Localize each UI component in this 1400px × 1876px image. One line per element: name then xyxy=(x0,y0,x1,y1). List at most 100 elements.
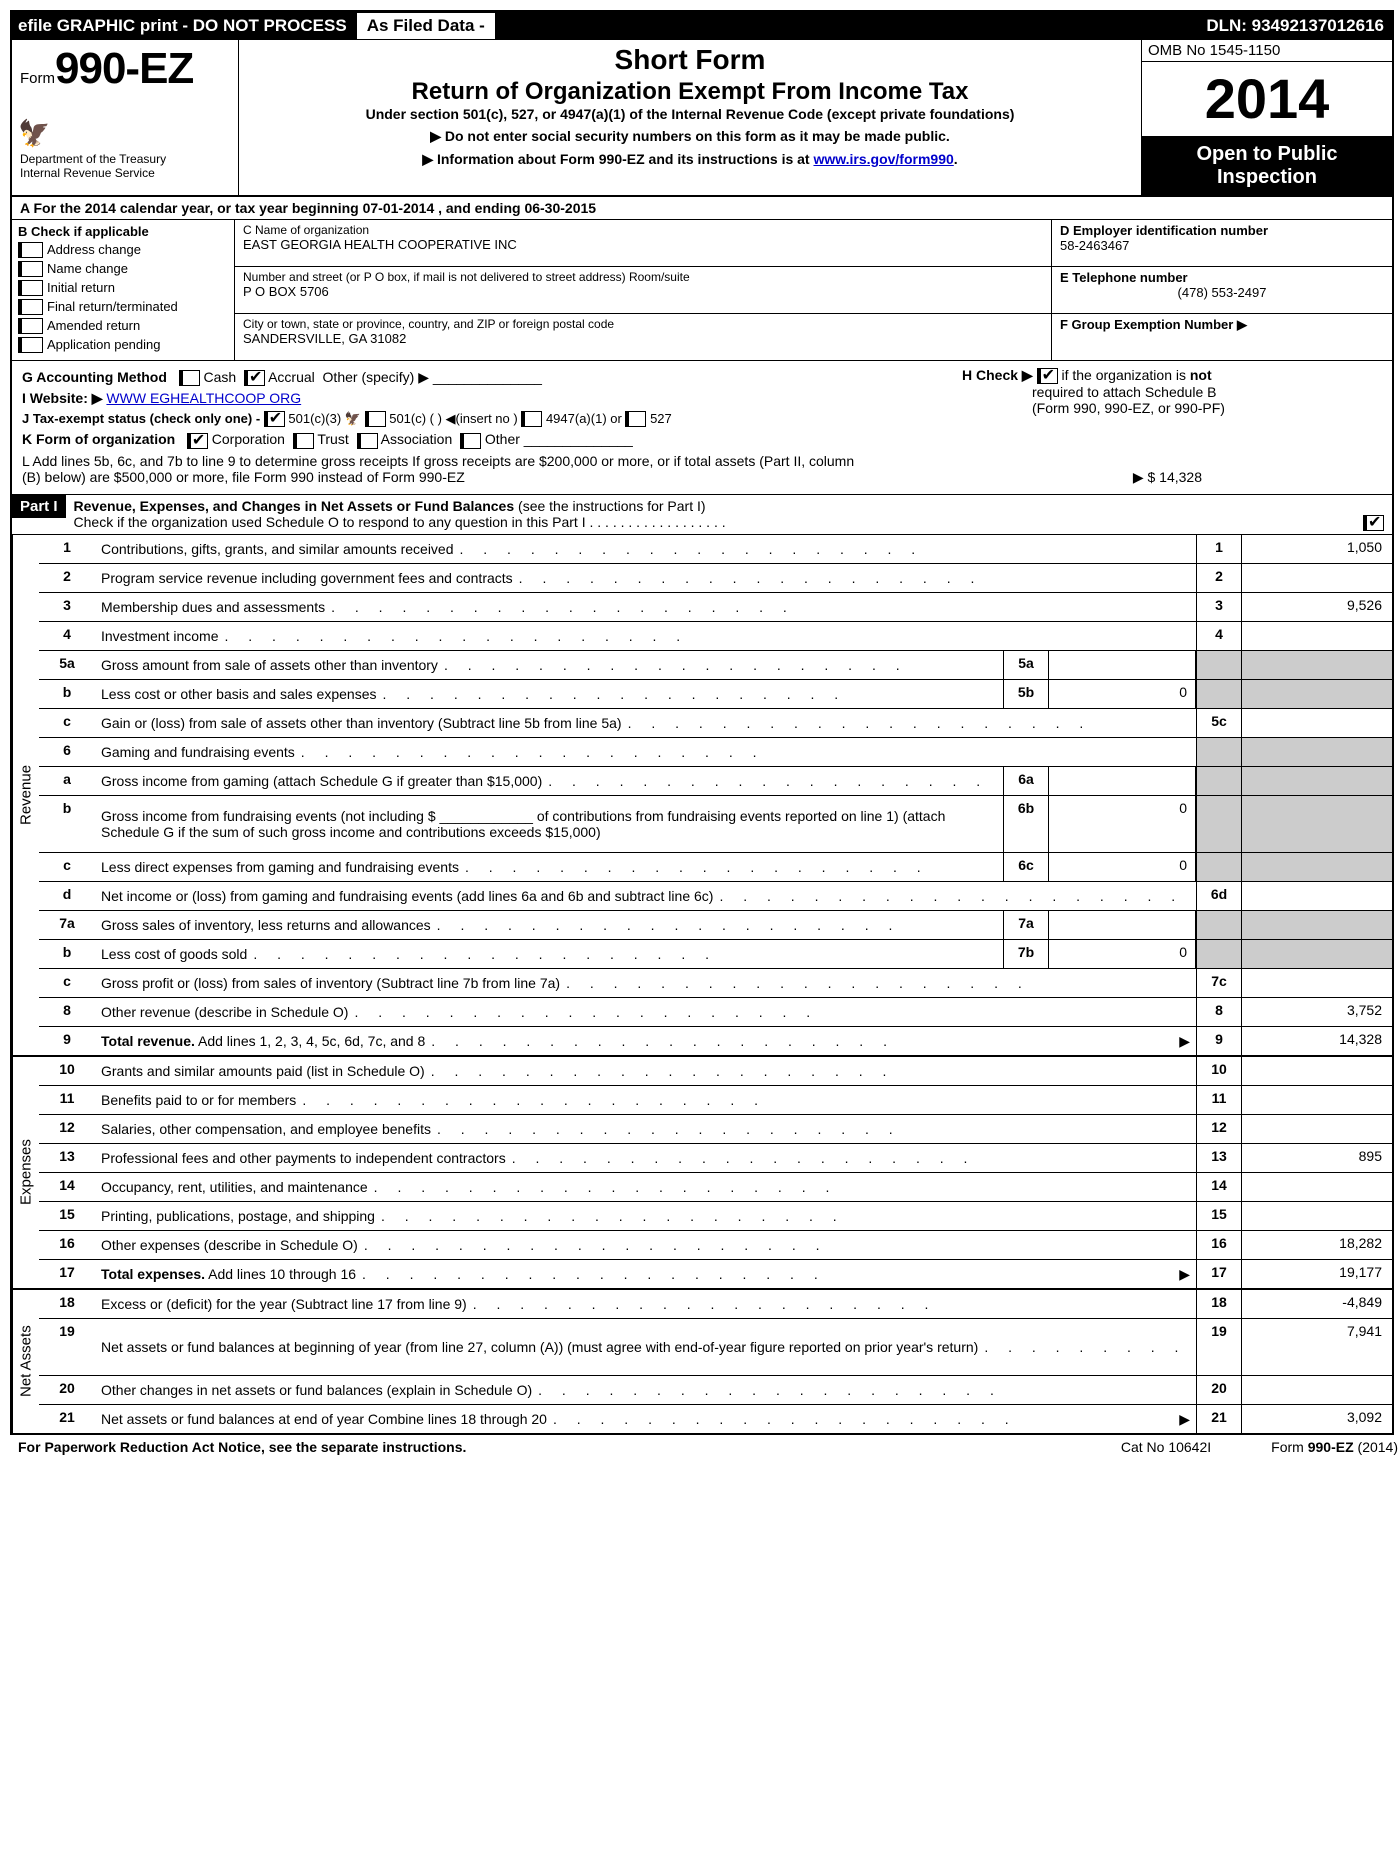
lbl-4947: 4947(a)(1) or xyxy=(546,411,622,426)
top-bar: efile GRAPHIC print - DO NOT PROCESS As … xyxy=(12,12,1392,40)
lbl-other-method: Other (specify) ▶ xyxy=(323,369,429,385)
end-no: 5c xyxy=(1196,709,1241,737)
line-number: a xyxy=(39,767,95,795)
expenses-label: Expenses xyxy=(12,1057,39,1288)
line-number: 7a xyxy=(39,911,95,939)
line-desc: Investment income . . . . . . . . . . . … xyxy=(95,622,1196,650)
dots: . . . . . . . . . . . . . . . . . . . . xyxy=(512,1150,1184,1167)
end-val xyxy=(1241,796,1392,852)
end-val: 895 xyxy=(1241,1144,1392,1172)
line-desc: Salaries, other compensation, and employ… xyxy=(95,1115,1196,1143)
phone: (478) 553-2497 xyxy=(1060,285,1384,300)
end-val xyxy=(1241,969,1392,997)
mini-val xyxy=(1049,767,1196,795)
line-number: b xyxy=(39,796,95,852)
chk-assoc[interactable] xyxy=(357,433,378,449)
table-row: 9Total revenue. Add lines 1, 2, 3, 4, 5c… xyxy=(39,1027,1392,1055)
end-val: 19,177 xyxy=(1241,1260,1392,1288)
chk-initial-return[interactable] xyxy=(18,280,43,296)
chk-name-change[interactable] xyxy=(18,261,43,277)
info-g: H Check ▶ if the organization is not req… xyxy=(12,361,1392,388)
table-row: aGross income from gaming (attach Schedu… xyxy=(39,767,1392,796)
end-no: 17 xyxy=(1196,1260,1241,1288)
chk-address-change[interactable] xyxy=(18,242,43,258)
info-pre: ▶ Information about Form 990-EZ and its … xyxy=(422,151,813,167)
end-val xyxy=(1241,1115,1392,1143)
dots: . . . . . . . . . . . . . . . . . . . . xyxy=(519,570,1184,587)
end-no xyxy=(1196,651,1241,679)
ein-label: D Employer identification number xyxy=(1060,223,1384,238)
table-row: 6Gaming and fundraising events . . . . .… xyxy=(39,738,1392,767)
section-bcdef: B Check if applicable Address change Nam… xyxy=(12,220,1392,361)
chk-h[interactable] xyxy=(1037,368,1058,384)
line-number: d xyxy=(39,882,95,910)
part1-label: Part I xyxy=(12,495,66,518)
line-number: c xyxy=(39,709,95,737)
chk-4947[interactable] xyxy=(521,411,542,427)
chk-trust[interactable] xyxy=(293,433,314,449)
line-desc: Net income or (loss) from gaming and fun… xyxy=(95,882,1196,910)
end-val: 7,941 xyxy=(1241,1319,1392,1375)
chk-501c[interactable] xyxy=(365,411,386,427)
chk-cash[interactable] xyxy=(179,370,200,386)
dots: . . . . . . . . . . . . . . . . . . . . xyxy=(538,1382,1184,1399)
line-desc: Other expenses (describe in Schedule O) … xyxy=(95,1231,1196,1259)
chk-final-return[interactable] xyxy=(18,299,43,315)
line-desc: Program service revenue including govern… xyxy=(95,564,1196,592)
chk-accrual[interactable] xyxy=(244,370,265,386)
end-no: 3 xyxy=(1196,593,1241,621)
org-name: EAST GEORGIA HEALTH COOPERATIVE INC xyxy=(243,237,1043,252)
short-form-label: Short Form xyxy=(249,44,1131,76)
chk-corp[interactable] xyxy=(187,433,208,449)
mini-val: 0 xyxy=(1049,680,1196,708)
form-number: 990-EZ xyxy=(55,44,193,93)
irs-link[interactable]: www.irs.gov/form990 xyxy=(813,151,953,167)
dots: . . . . . . . . . . . . . . . . . . . . xyxy=(225,628,1185,645)
dln: DLN: 93492137012616 xyxy=(1198,13,1392,39)
line-desc: Other changes in net assets or fund bala… xyxy=(95,1376,1196,1404)
chk-other-org[interactable] xyxy=(460,433,481,449)
end-no: 7c xyxy=(1196,969,1241,997)
table-row: 13Professional fees and other payments t… xyxy=(39,1144,1392,1173)
line-desc: Professional fees and other payments to … xyxy=(95,1144,1196,1172)
line-desc: Gaming and fundraising events . . . . . … xyxy=(95,738,1196,766)
dots: . . . . . . . . . . . . . . . . . . . . xyxy=(383,686,992,703)
dots: . . . . . . . . . . . . . . . . . . . . xyxy=(984,1339,1184,1356)
end-no xyxy=(1196,680,1241,708)
chk-schedule-o[interactable] xyxy=(1363,515,1384,531)
chk-527[interactable] xyxy=(625,411,646,427)
ssn-warning: ▶ Do not enter social security numbers o… xyxy=(249,128,1131,145)
line-desc: Gross income from gaming (attach Schedul… xyxy=(95,767,1003,795)
h-not: not xyxy=(1190,367,1212,383)
end-val xyxy=(1241,1173,1392,1201)
header-center: Short Form Return of Organization Exempt… xyxy=(239,40,1142,195)
chk-501c3[interactable] xyxy=(264,411,285,427)
end-no xyxy=(1196,911,1241,939)
dots: . . . . . . . . . . . . . . . . . . . . xyxy=(301,744,1184,761)
end-val xyxy=(1241,680,1392,708)
end-no: 12 xyxy=(1196,1115,1241,1143)
website-link[interactable]: WWW EGHEALTHCOOP ORG xyxy=(106,390,301,406)
dots: . . . . . . . . . . . . . . . . . . . . xyxy=(253,946,991,963)
mini-val xyxy=(1049,651,1196,679)
end-val: 14,328 xyxy=(1241,1027,1392,1055)
dots: . . . . . . . . . . . . . . . . . . . . xyxy=(431,1063,1184,1080)
g-label: G Accounting Method xyxy=(22,369,167,385)
end-val: 3,752 xyxy=(1241,998,1392,1026)
end-val xyxy=(1241,738,1392,766)
chk-amended[interactable] xyxy=(18,318,43,334)
table-row: 5aGross amount from sale of assets other… xyxy=(39,651,1392,680)
chk-app-pending[interactable] xyxy=(18,337,43,353)
mini-box: 6c xyxy=(1003,853,1049,881)
table-row: 20Other changes in net assets or fund ba… xyxy=(39,1376,1392,1405)
dots: . . . . . . . . . . . . . . . . . . . . xyxy=(354,1004,1184,1021)
end-val xyxy=(1241,651,1392,679)
line-desc: Gross amount from sale of assets other t… xyxy=(95,651,1003,679)
line-number: 17 xyxy=(39,1260,95,1288)
end-val xyxy=(1241,1202,1392,1230)
city: SANDERSVILLE, GA 31082 xyxy=(243,331,1043,346)
end-no: 21 xyxy=(1196,1405,1241,1433)
line-number: c xyxy=(39,853,95,881)
irs-eagle-icon: 🦅 xyxy=(18,118,50,149)
h-text1: if the organization is xyxy=(1061,367,1189,383)
